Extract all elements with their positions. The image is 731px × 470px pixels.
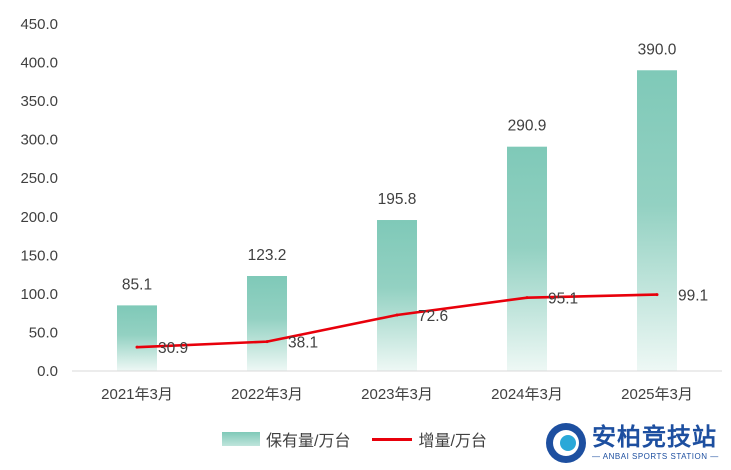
watermark: 安柏竞技站 — ANBAI SPORTS STATION — (546, 418, 726, 468)
legend-bar-swatch (222, 432, 260, 446)
line-data-label: 99.1 (678, 288, 708, 305)
y-tick-label: 50.0 (29, 324, 58, 341)
x-tick-label: 2025年3月 (621, 386, 693, 403)
legend-bar-label: 保有量/万台 (266, 433, 351, 450)
line-data-labels: 30.9 38.1 72.6 95.1 99.1 (158, 288, 708, 358)
x-tick-label: 2023年3月 (361, 386, 433, 403)
line-data-label: 95.1 (548, 291, 578, 308)
watermark-name-en: — ANBAI SPORTS STATION — (592, 452, 719, 461)
y-axis: 0.0 50.0 100.0 150.0 200.0 250.0 300.0 350.0 400… (20, 16, 58, 380)
y-tick-label: 0.0 (37, 363, 58, 380)
x-tick-label: 2024年3月 (491, 386, 563, 403)
y-tick-label: 400.0 (20, 55, 58, 72)
bar-data-label: 123.2 (248, 247, 287, 264)
bar-data-label: 85.1 (122, 276, 152, 293)
legend-line-label: 增量/万台 (418, 433, 487, 450)
bar-data-label: 195.8 (378, 191, 417, 208)
x-axis: 2021年3月 2022年3月 2023年3月 2024年3月 2025年3月 (72, 370, 722, 403)
bar (247, 275, 287, 371)
y-tick-label: 150.0 (20, 247, 58, 264)
combo-chart: 0.0 50.0 100.0 150.0 200.0 250.0 300.0 350.0 400… (20, 16, 722, 403)
bar-data-label: 390.0 (638, 41, 677, 58)
line-series (135, 293, 659, 349)
legend-item-line: 增量/万台 (372, 427, 487, 451)
y-tick-label: 200.0 (20, 209, 58, 226)
y-tick-label: 100.0 (20, 286, 58, 303)
bar (637, 70, 677, 372)
y-tick-label: 450.0 (20, 16, 58, 33)
legend-line-swatch (372, 437, 413, 441)
line-point (265, 340, 269, 344)
bar-series (117, 70, 677, 372)
watermark-text: 安柏竞技站 — ANBAI SPORTS STATION — (592, 424, 719, 462)
bar-data-label: 290.9 (508, 118, 547, 135)
line-data-label: 30.9 (158, 340, 188, 357)
line-data-label: 38.1 (288, 335, 318, 352)
line-data-label: 72.6 (418, 308, 448, 325)
y-tick-label: 300.0 (20, 132, 58, 149)
line-point (395, 313, 399, 317)
watermark-name-cn: 安柏竞技站 (592, 424, 717, 451)
x-tick-label: 2021年3月 (101, 386, 173, 403)
bar (507, 146, 547, 371)
line-point (525, 296, 529, 300)
line-point (135, 345, 139, 349)
bar (377, 220, 417, 371)
bar-data-labels: 85.1 123.2 195.8 290.9 390.0 (122, 41, 677, 293)
brand-logo-icon (546, 423, 586, 463)
legend-item-bar: 保有量/万台 (222, 427, 350, 451)
y-tick-label: 350.0 (20, 93, 58, 110)
legend: 保有量/万台 增量/万台 (222, 426, 509, 452)
y-tick-label: 250.0 (20, 170, 58, 187)
bar (117, 305, 157, 371)
x-tick-label: 2022年3月 (231, 386, 303, 403)
line-point (655, 293, 659, 297)
